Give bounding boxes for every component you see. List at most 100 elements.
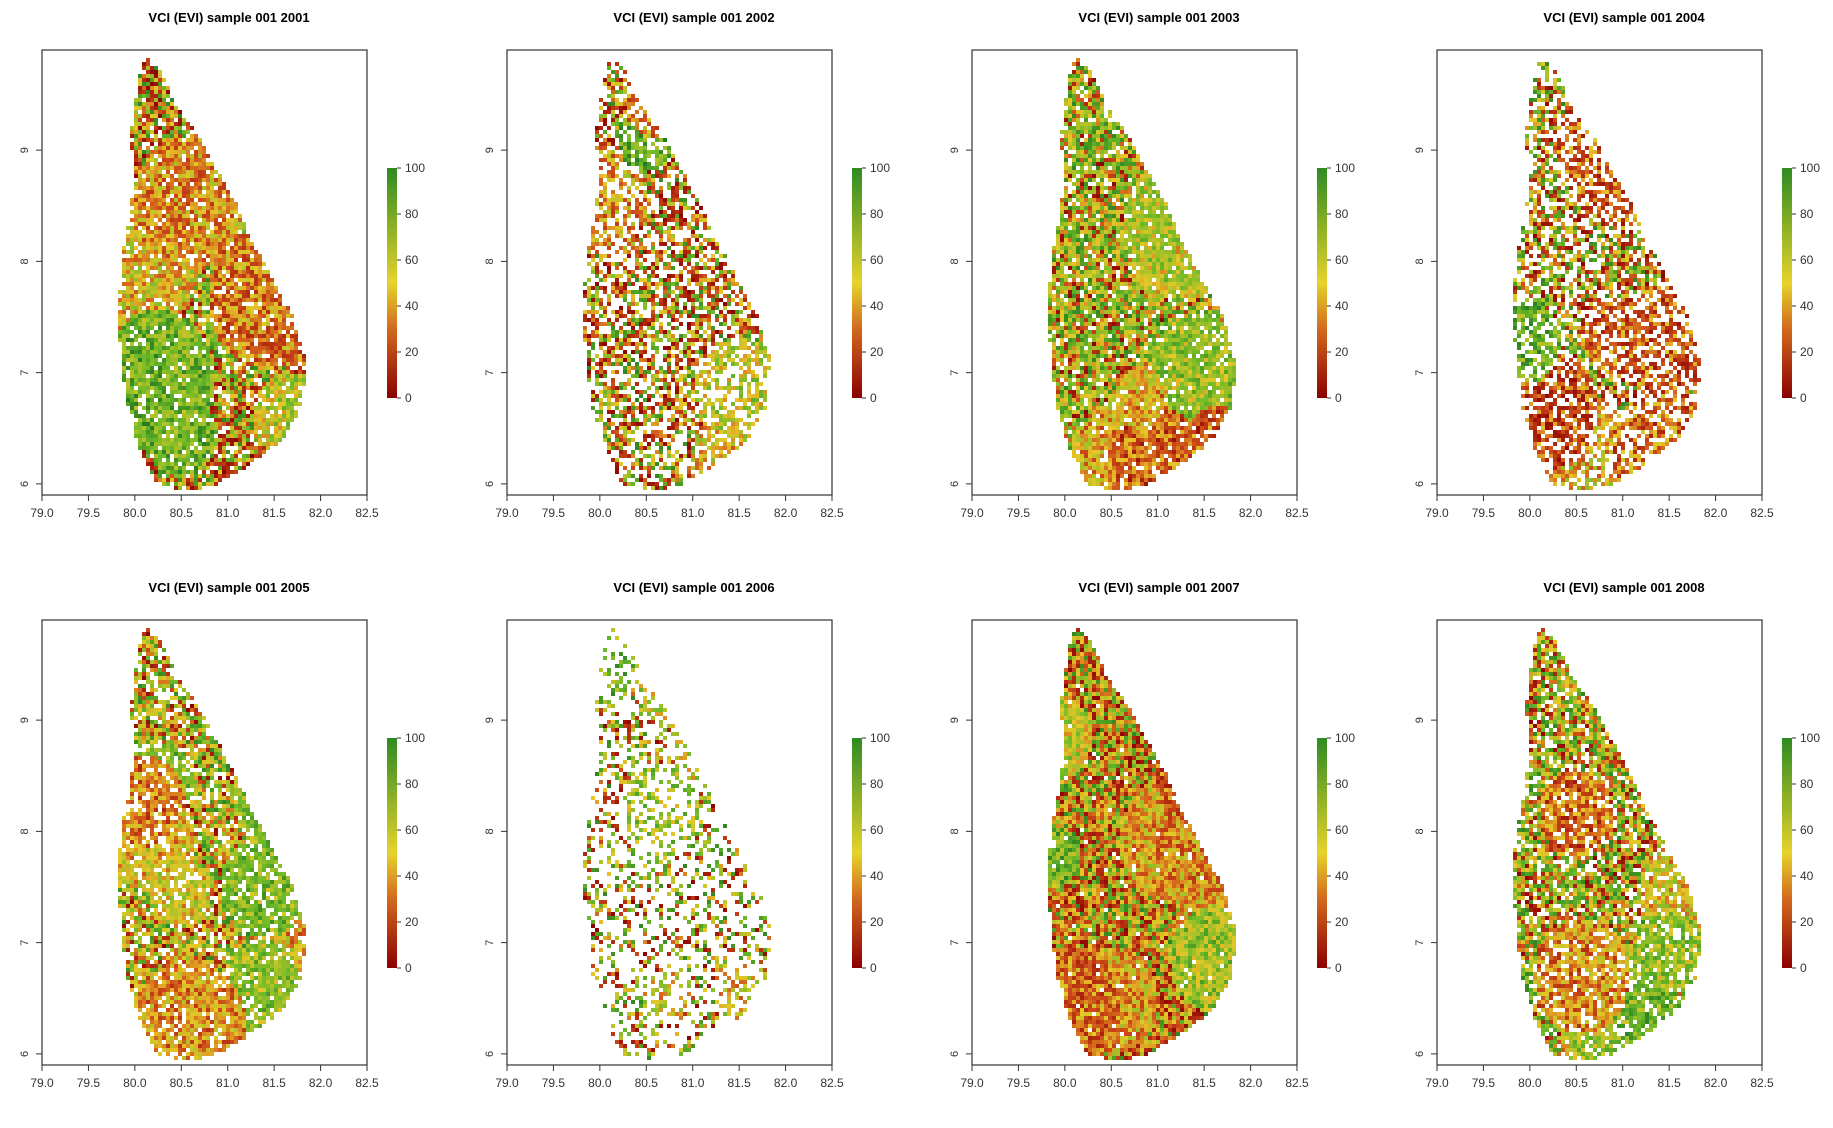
y-tick-label: 8 <box>484 258 496 264</box>
colorbar-tick-label: 100 <box>1800 161 1820 175</box>
x-tick-label: 81.0 <box>681 1076 705 1090</box>
colorbar-tick-label: 60 <box>405 823 419 837</box>
y-tick-label: 8 <box>949 258 961 264</box>
x-tick-label: 79.0 <box>960 506 984 520</box>
colorbar-tick-label: 40 <box>405 299 419 313</box>
x-tick-label: 81.0 <box>1146 506 1170 520</box>
colorbar-tick-label: 60 <box>1800 823 1814 837</box>
y-tick-label: 9 <box>1414 717 1426 723</box>
x-tick-label: 79.0 <box>495 506 519 520</box>
x-tick-label: 82.5 <box>1750 506 1774 520</box>
y-tick-label: 7 <box>949 940 961 946</box>
colorbar-tick-label: 100 <box>1335 731 1355 745</box>
x-tick-label: 79.5 <box>77 1076 101 1090</box>
x-tick-label: 82.5 <box>355 506 379 520</box>
x-tick-label: 80.5 <box>1565 1076 1589 1090</box>
x-tick-label: 79.0 <box>30 1076 54 1090</box>
x-tick-label: 80.5 <box>1100 506 1124 520</box>
x-tick-label: 80.0 <box>1053 1076 1077 1090</box>
colorbar <box>1317 168 1327 398</box>
colorbar-tick-label: 60 <box>870 253 884 267</box>
x-tick-label: 81.5 <box>1192 506 1216 520</box>
y-tick-label: 8 <box>484 828 496 834</box>
colorbar <box>1317 738 1327 968</box>
x-tick-label: 81.0 <box>1611 1076 1635 1090</box>
y-tick-label: 7 <box>1414 370 1426 376</box>
x-tick-label: 79.0 <box>960 1076 984 1090</box>
colorbar-tick-label: 40 <box>870 869 884 883</box>
x-tick-label: 82.5 <box>1285 506 1309 520</box>
x-tick-label: 80.0 <box>123 506 147 520</box>
y-tick-label: 9 <box>484 717 496 723</box>
y-tick-label: 6 <box>1414 1051 1426 1057</box>
colorbar-tick-label: 80 <box>1800 777 1814 791</box>
colorbar-tick-label: 80 <box>870 777 884 791</box>
y-tick-label: 7 <box>484 940 496 946</box>
x-tick-label: 79.5 <box>1007 1076 1031 1090</box>
x-tick-label: 81.5 <box>262 506 286 520</box>
y-tick-label: 7 <box>949 370 961 376</box>
x-tick-label: 82.5 <box>1750 1076 1774 1090</box>
colorbar-tick-label: 80 <box>1335 777 1349 791</box>
x-tick-label: 80.0 <box>123 1076 147 1090</box>
x-tick-label: 81.0 <box>681 506 705 520</box>
y-tick-label: 6 <box>949 1051 961 1057</box>
x-tick-label: 80.0 <box>1053 506 1077 520</box>
x-tick-label: 82.0 <box>1239 1076 1263 1090</box>
x-tick-label: 82.5 <box>820 506 844 520</box>
colorbar-tick-label: 80 <box>405 207 419 221</box>
colorbar <box>1782 738 1792 968</box>
y-tick-label: 9 <box>19 147 31 153</box>
colorbar-tick-label: 0 <box>1800 391 1807 405</box>
x-tick-label: 81.5 <box>727 1076 751 1090</box>
x-tick-label: 80.0 <box>1518 506 1542 520</box>
colorbar-tick-label: 40 <box>1335 869 1349 883</box>
y-tick-label: 6 <box>484 1051 496 1057</box>
colorbar-tick-label: 40 <box>1800 299 1814 313</box>
y-tick-label: 8 <box>949 828 961 834</box>
colorbar-tick-label: 0 <box>1335 391 1342 405</box>
x-tick-label: 82.0 <box>774 1076 798 1090</box>
colorbar-tick-label: 100 <box>870 161 890 175</box>
y-tick-label: 6 <box>19 481 31 487</box>
colorbar <box>852 738 862 968</box>
x-tick-label: 80.5 <box>1565 506 1589 520</box>
y-tick-label: 9 <box>484 147 496 153</box>
x-tick-label: 82.0 <box>774 506 798 520</box>
colorbar-tick-label: 20 <box>870 345 884 359</box>
x-tick-label: 80.5 <box>170 506 194 520</box>
x-tick-label: 79.5 <box>542 506 566 520</box>
colorbar-tick-label: 20 <box>1800 345 1814 359</box>
y-tick-label: 7 <box>484 370 496 376</box>
colorbar <box>387 738 397 968</box>
x-tick-label: 81.5 <box>1657 506 1681 520</box>
x-tick-label: 79.5 <box>1472 506 1496 520</box>
y-tick-label: 7 <box>19 940 31 946</box>
colorbar-tick-label: 100 <box>405 731 425 745</box>
x-tick-label: 82.5 <box>355 1076 379 1090</box>
x-tick-label: 80.0 <box>588 1076 612 1090</box>
colorbar-tick-label: 20 <box>405 345 419 359</box>
colorbar-tick-label: 60 <box>1800 253 1814 267</box>
x-tick-label: 79.0 <box>1425 1076 1449 1090</box>
x-tick-label: 79.5 <box>1472 1076 1496 1090</box>
x-tick-label: 81.5 <box>727 506 751 520</box>
x-tick-label: 81.0 <box>216 506 240 520</box>
colorbar-tick-label: 20 <box>1335 345 1349 359</box>
x-tick-label: 80.0 <box>1518 1076 1542 1090</box>
x-tick-label: 79.0 <box>30 506 54 520</box>
y-tick-label: 9 <box>19 717 31 723</box>
